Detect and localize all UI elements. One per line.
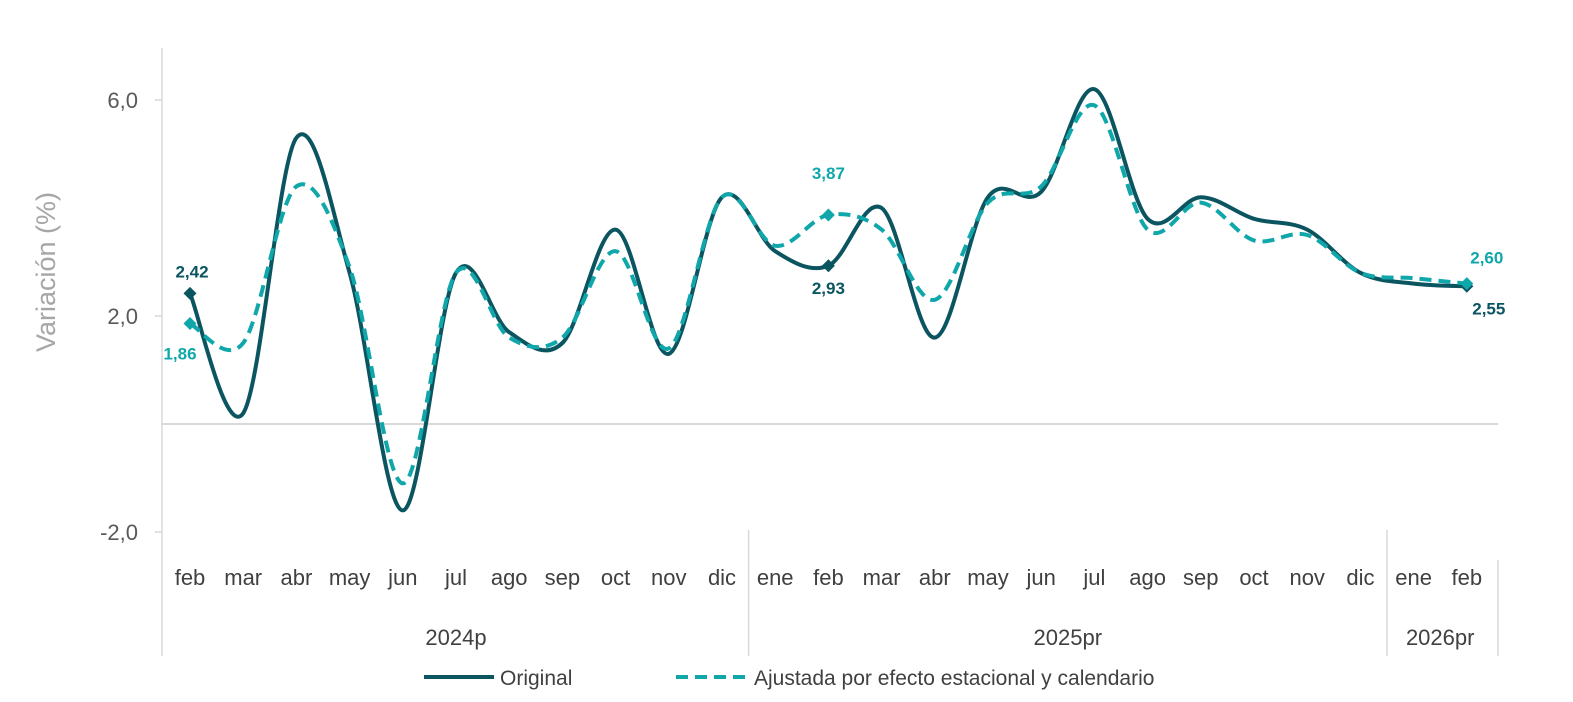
data-point-marker	[1460, 277, 1474, 291]
series-line-original	[188, 87, 1467, 513]
y-axis-label: Variación (%)	[31, 192, 61, 352]
x-tick-label: jul	[1082, 565, 1105, 590]
y-tick-label: -2,0	[100, 520, 138, 545]
data-label: 2,60	[1470, 249, 1503, 268]
legend: Original Ajustada por efecto estacional …	[424, 667, 1154, 690]
x-tick-label: oct	[1239, 565, 1268, 590]
x-tick-label: may	[329, 565, 371, 590]
data-label: 2,55	[1472, 299, 1505, 318]
x-tick-label: may	[967, 565, 1009, 590]
data-markers	[183, 208, 1474, 331]
x-tick-label: dic	[1346, 565, 1374, 590]
y-tick-label: 6,0	[107, 88, 138, 113]
x-tick-label: feb	[1452, 565, 1483, 590]
x-tick-label: feb	[813, 565, 844, 590]
x-tick-label: abr	[919, 565, 951, 590]
series-line-adjusted	[188, 103, 1468, 486]
x-year-label: 2024p	[425, 625, 486, 650]
data-label: 2,93	[812, 279, 845, 298]
x-tick-label: jun	[1026, 565, 1056, 590]
x-tick-label: oct	[601, 565, 630, 590]
data-label: 3,87	[812, 164, 845, 183]
x-axis-year-labels: 2024p 2025pr 2026pr	[425, 530, 1474, 656]
x-tick-label: nov	[651, 565, 686, 590]
x-tick-label: nov	[1289, 565, 1324, 590]
legend-label-adjusted: Ajustada por efecto estacional y calenda…	[754, 667, 1154, 690]
data-label: 1,86	[163, 345, 196, 364]
x-tick-label: ene	[1395, 565, 1432, 590]
x-year-label: 2026pr	[1406, 625, 1475, 650]
legend-label-original: Original	[500, 667, 572, 690]
x-tick-label: sep	[545, 565, 580, 590]
x-year-label: 2025pr	[1034, 625, 1103, 650]
x-tick-label: ene	[757, 565, 794, 590]
x-tick-label: ago	[1129, 565, 1166, 590]
x-tick-label: mar	[224, 565, 262, 590]
data-point-marker	[183, 286, 197, 300]
y-tick-label: 2,0	[107, 304, 138, 329]
x-tick-label: jun	[387, 565, 417, 590]
axis-lines	[161, 48, 1499, 656]
x-tick-label: mar	[863, 565, 901, 590]
data-label: 2,42	[175, 262, 208, 281]
data-point-marker	[821, 208, 835, 222]
x-tick-label: abr	[281, 565, 313, 590]
x-axis-month-labels: feb mar abr may jun jul ago sep oct nov dic ene feb m…	[175, 565, 1482, 590]
data-labels: 2,42 2,93 2,55 1,86 3,87 2,60	[163, 164, 1505, 364]
y-axis-ticks: 6,0 2,0 -2,0	[100, 88, 162, 545]
x-tick-label: sep	[1183, 565, 1218, 590]
data-point-marker	[821, 259, 835, 273]
x-tick-label: jul	[444, 565, 467, 590]
x-tick-label: ago	[491, 565, 528, 590]
x-tick-label: feb	[175, 565, 206, 590]
x-tick-label: dic	[708, 565, 736, 590]
series-lines	[188, 87, 1468, 513]
data-point-marker	[183, 317, 197, 331]
